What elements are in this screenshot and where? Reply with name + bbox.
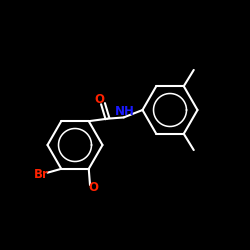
- Text: O: O: [94, 93, 104, 106]
- Text: O: O: [88, 181, 98, 194]
- Text: Br: Br: [34, 168, 49, 181]
- Text: NH: NH: [115, 106, 135, 118]
